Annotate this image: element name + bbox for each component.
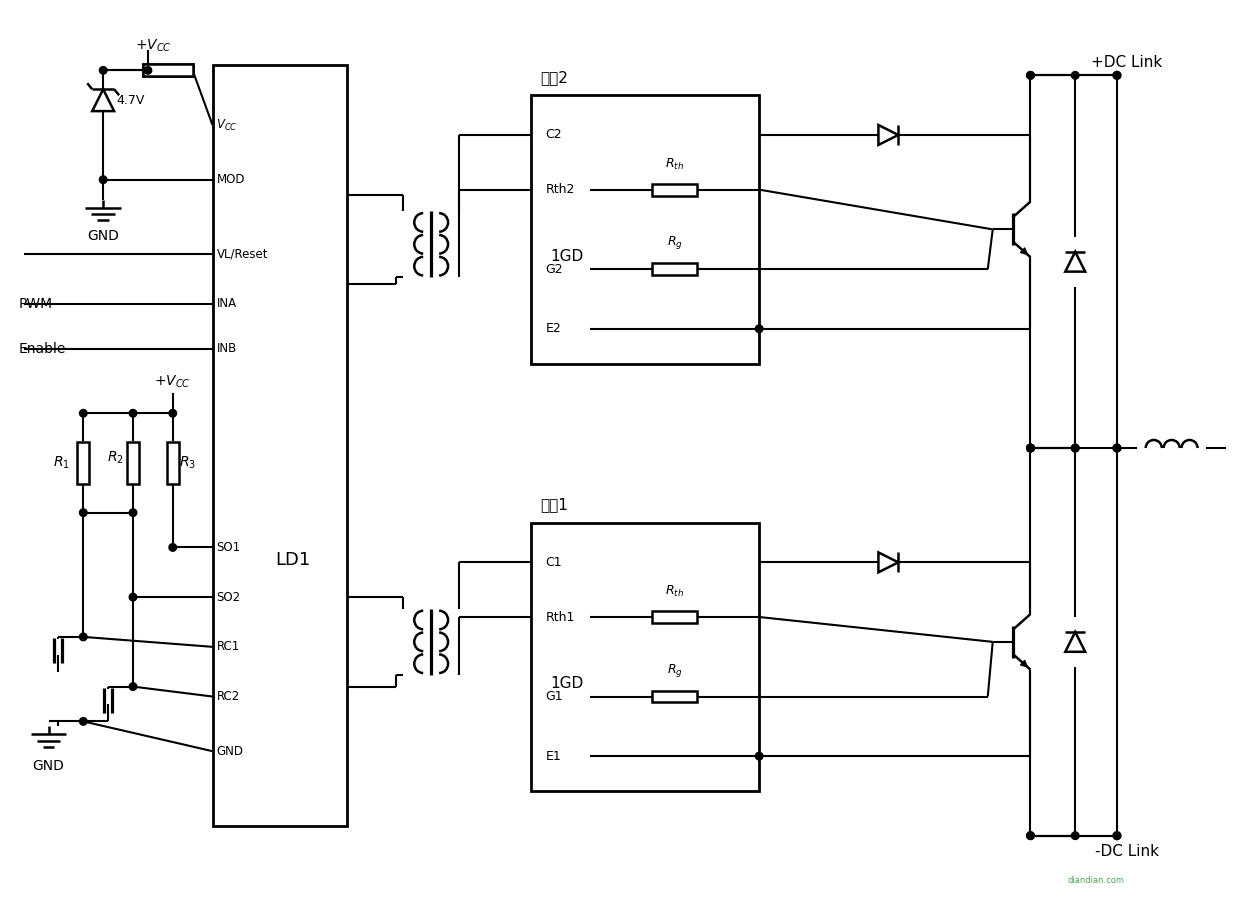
Text: $R_g$: $R_g$ <box>667 662 683 678</box>
Text: 1GD: 1GD <box>550 677 583 691</box>
Text: diandian.com: diandian.com <box>1067 876 1125 885</box>
Circle shape <box>100 176 107 184</box>
Text: $V_{CC}$: $V_{CC}$ <box>216 118 238 132</box>
Bar <box>127 442 139 484</box>
Text: GND: GND <box>87 229 119 244</box>
Circle shape <box>755 752 763 760</box>
Bar <box>652 611 697 623</box>
Text: RC1: RC1 <box>216 640 240 654</box>
Text: Rth1: Rth1 <box>545 611 575 624</box>
Text: C2: C2 <box>545 129 562 142</box>
Text: $R_{th}$: $R_{th}$ <box>666 584 684 599</box>
Bar <box>652 690 697 702</box>
Text: SO2: SO2 <box>216 591 240 603</box>
Text: G1: G1 <box>545 690 564 703</box>
Circle shape <box>80 509 87 517</box>
Circle shape <box>755 325 763 332</box>
Text: PWM: PWM <box>19 297 52 311</box>
Circle shape <box>1026 71 1034 79</box>
Text: $R_2$: $R_2$ <box>107 450 123 467</box>
Circle shape <box>1113 71 1121 79</box>
Circle shape <box>1026 445 1034 452</box>
Bar <box>167 442 179 484</box>
Circle shape <box>129 509 137 517</box>
Circle shape <box>1026 832 1034 839</box>
Polygon shape <box>1065 252 1085 272</box>
Text: 4.7V: 4.7V <box>116 94 144 107</box>
Circle shape <box>100 67 107 74</box>
Circle shape <box>1071 445 1079 452</box>
Bar <box>213 66 347 825</box>
Circle shape <box>1026 445 1034 452</box>
Circle shape <box>1026 832 1034 839</box>
Text: MOD: MOD <box>216 173 245 186</box>
Text: INA: INA <box>216 298 236 310</box>
Circle shape <box>169 410 177 417</box>
Circle shape <box>169 543 177 551</box>
Polygon shape <box>1065 632 1085 652</box>
Bar <box>652 184 697 195</box>
Text: $R_g$: $R_g$ <box>667 235 683 251</box>
Text: $R_{th}$: $R_{th}$ <box>666 157 684 172</box>
Text: LD1: LD1 <box>275 551 311 569</box>
Text: 通道2: 通道2 <box>540 70 569 85</box>
Text: Rth2: Rth2 <box>545 184 575 196</box>
Text: INB: INB <box>216 342 236 355</box>
Text: GND: GND <box>32 759 65 773</box>
Circle shape <box>1071 71 1079 79</box>
Text: Enable: Enable <box>19 341 66 356</box>
Circle shape <box>1113 444 1121 452</box>
Circle shape <box>129 410 137 417</box>
Circle shape <box>1071 832 1079 839</box>
Circle shape <box>1026 445 1034 452</box>
Text: $R_1$: $R_1$ <box>53 455 70 471</box>
Text: GND: GND <box>216 745 244 758</box>
Text: $R_3$: $R_3$ <box>179 455 197 471</box>
Text: G2: G2 <box>545 263 564 276</box>
Text: E1: E1 <box>545 750 561 762</box>
Text: SO1: SO1 <box>216 540 240 554</box>
Circle shape <box>1026 71 1034 79</box>
Circle shape <box>80 718 87 725</box>
Bar <box>652 263 697 275</box>
Bar <box>530 522 759 791</box>
Circle shape <box>129 593 137 601</box>
Polygon shape <box>92 89 114 111</box>
Polygon shape <box>878 125 898 145</box>
Bar <box>143 65 193 77</box>
Text: 1GD: 1GD <box>550 248 583 264</box>
Text: E2: E2 <box>545 322 561 335</box>
Circle shape <box>1026 445 1034 452</box>
Text: 通道1: 通道1 <box>540 498 569 513</box>
Bar <box>77 442 90 484</box>
Circle shape <box>1113 832 1121 840</box>
Circle shape <box>129 683 137 690</box>
Text: +DC Link: +DC Link <box>1091 56 1163 70</box>
Text: $+V_{CC}$: $+V_{CC}$ <box>154 374 192 391</box>
Text: -DC Link: -DC Link <box>1095 844 1159 858</box>
Bar <box>530 95 759 363</box>
Text: C1: C1 <box>545 556 562 569</box>
Text: VL/Reset: VL/Reset <box>216 247 267 261</box>
Circle shape <box>80 410 87 417</box>
Circle shape <box>80 633 87 641</box>
Polygon shape <box>878 552 898 572</box>
Circle shape <box>144 67 152 74</box>
Bar <box>143 65 193 77</box>
Circle shape <box>1071 445 1079 452</box>
Text: $+V_{CC}$: $+V_{CC}$ <box>134 37 172 54</box>
Text: RC2: RC2 <box>216 690 240 703</box>
